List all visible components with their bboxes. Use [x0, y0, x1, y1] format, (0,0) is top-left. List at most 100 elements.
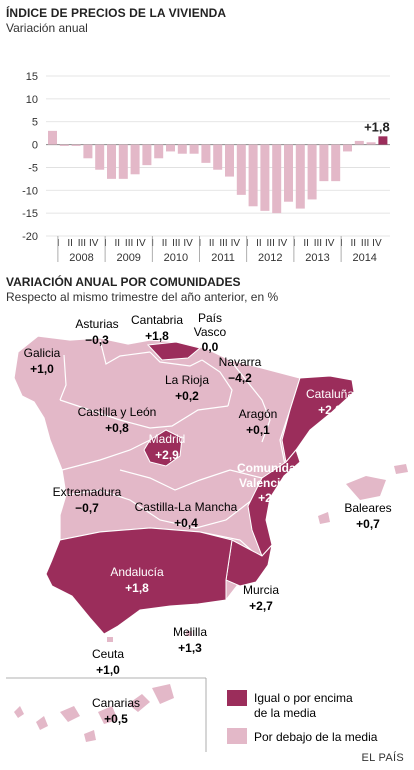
x-tick-label: II	[303, 238, 309, 249]
bar	[284, 144, 293, 202]
x-year-label: 2010	[164, 252, 188, 264]
bar	[201, 144, 211, 163]
x-tick-label: III	[267, 238, 275, 249]
region-name-la-rioja: La Rioja	[165, 373, 209, 387]
bar	[272, 144, 282, 214]
region-name-baleares: Baleares	[344, 501, 391, 515]
bar	[83, 144, 93, 159]
y-tick-label: 5	[32, 117, 38, 129]
bar	[213, 144, 223, 170]
region-value-canarias: +0,5	[104, 712, 128, 726]
chart-subtitle: Variación anual	[6, 21, 88, 35]
region-name-melilla: Melilla	[173, 625, 207, 639]
y-tick-label: 15	[26, 71, 38, 83]
region-shape-canarias	[14, 684, 174, 742]
x-tick-label: II	[115, 238, 121, 249]
region-name-madrid: Madrid	[149, 432, 186, 446]
y-tick-label: -15	[22, 208, 38, 220]
bar	[130, 144, 140, 175]
region-name-murcia: Murcia	[243, 583, 279, 597]
region-shape-baleares	[346, 476, 386, 500]
region-name-galicia: Galicia	[24, 346, 61, 360]
bar	[378, 136, 388, 145]
data-label: +1,8	[364, 119, 390, 134]
x-year-label: 2014	[352, 252, 376, 264]
x-year-label: 2011	[211, 252, 235, 264]
bar-chart: 151050-5-10-15-20+1,8IIIIIIIVIIIIIIIVIII…	[22, 71, 390, 264]
x-tick-label: IV	[183, 238, 193, 249]
bar	[225, 144, 234, 177]
y-tick-label: -10	[22, 185, 38, 197]
region-name-valenciana: Valenciana	[239, 476, 301, 490]
x-tick-label: III	[361, 238, 369, 249]
region-shape-andalucia	[45, 527, 233, 635]
region-value-cataluna: +2,2	[318, 403, 342, 417]
region-value-asturias: −0,3	[85, 333, 109, 347]
region-value-cantabria: +1,8	[145, 329, 169, 343]
map-title: VARIACIÓN ANUAL POR COMUNIDADES	[6, 275, 241, 289]
bar	[248, 144, 258, 207]
bar	[331, 144, 341, 182]
region-name-pais-vasco: Vasco	[194, 325, 227, 339]
bar	[154, 144, 164, 159]
x-tick-label: III	[219, 238, 227, 249]
x-year-label: 2013	[305, 252, 329, 264]
region-name-valenciana: Comunidad	[237, 461, 303, 475]
region-name-ceuta: Ceuta	[92, 647, 124, 661]
bar	[319, 144, 329, 182]
x-tick-label: IV	[278, 238, 288, 249]
x-tick-label: IV	[372, 238, 382, 249]
x-tick-label: II	[67, 238, 73, 249]
bar	[366, 142, 376, 145]
x-year-label: 2008	[69, 252, 93, 264]
region-value-murcia: +2,7	[249, 599, 273, 613]
region-name-navarra: Navarra	[219, 355, 262, 369]
legend-label-above: de la media	[254, 706, 316, 720]
region-shape-ibiza	[318, 512, 330, 524]
source-credit: EL PAÍS	[361, 752, 404, 764]
x-year-label: 2012	[258, 252, 282, 264]
bar	[354, 140, 364, 145]
region-name-pais-vasco: País	[198, 311, 222, 325]
legend-label-above: Igual o por encima	[254, 691, 353, 705]
region-name-canarias: Canarias	[92, 696, 140, 710]
x-tick-label: IV	[231, 238, 241, 249]
bar	[260, 144, 270, 211]
x-tick-label: III	[125, 238, 133, 249]
x-tick-label: II	[351, 238, 357, 249]
x-tick-label: III	[172, 238, 180, 249]
region-value-baleares: +0,7	[356, 517, 380, 531]
bar	[71, 144, 81, 146]
y-tick-label: 10	[26, 94, 38, 106]
x-tick-label: IV	[136, 238, 146, 249]
region-name-andalucia: Andalucía	[110, 565, 164, 579]
region-shape-cantabria	[146, 341, 202, 361]
region-name-cantabria: Cantabria	[131, 313, 183, 327]
x-tick-label: III	[314, 238, 322, 249]
bar	[107, 144, 116, 179]
bar	[59, 144, 69, 146]
region-shape-ceuta	[107, 637, 113, 642]
y-tick-label: -20	[22, 231, 38, 243]
region-shape-murcia	[225, 539, 273, 587]
region-value-galicia: +1,0	[30, 362, 54, 376]
region-value-aragon: +0,1	[246, 423, 270, 437]
x-tick-label: I	[246, 238, 249, 249]
region-value-ceuta: +1,0	[96, 663, 120, 677]
region-value-madrid: +2,9	[155, 448, 179, 462]
x-tick-label: II	[162, 238, 168, 249]
bar	[142, 144, 152, 166]
bar	[236, 144, 246, 195]
bar	[95, 144, 105, 170]
legend-swatch-above	[227, 690, 247, 706]
region-name-cataluna: Cataluña	[306, 387, 354, 401]
region-shape-cataluna	[281, 375, 355, 464]
x-year-label: 2009	[116, 252, 140, 264]
bar	[189, 144, 199, 154]
region-value-andalucia: +1,8	[125, 581, 149, 595]
region-shape-menorca	[394, 464, 408, 474]
region-value-castilla-mancha: +0,4	[174, 516, 198, 530]
x-tick-label: II	[209, 238, 215, 249]
y-tick-label: 0	[32, 140, 38, 152]
